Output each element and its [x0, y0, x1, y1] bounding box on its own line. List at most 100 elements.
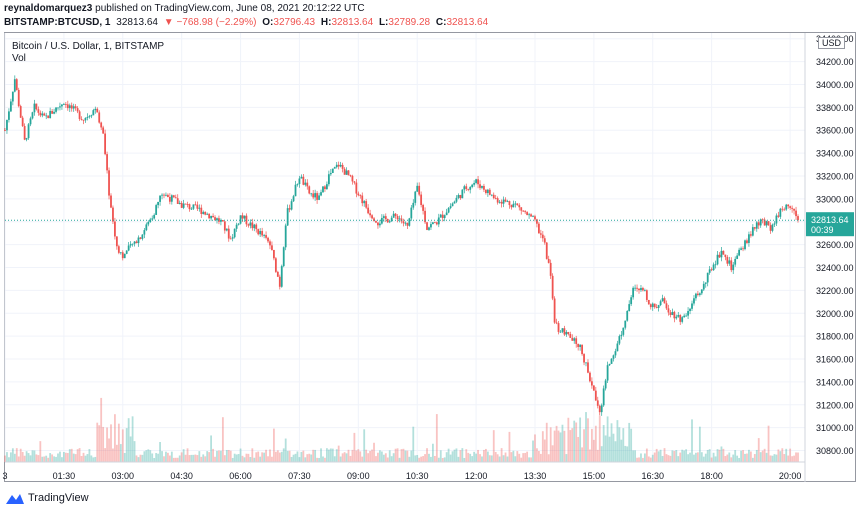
- volume-bars: [4, 397, 799, 462]
- candle-body: [700, 289, 703, 294]
- time-tick-label: 07:30: [288, 471, 311, 481]
- candle-body: [153, 214, 156, 219]
- volume-bar: [351, 449, 354, 462]
- volume-bar: [335, 449, 338, 462]
- candle-body: [35, 103, 38, 110]
- candle-body: [200, 207, 203, 214]
- publisher-name[interactable]: reynaldomarquez3: [4, 3, 93, 14]
- candle-body: [536, 219, 538, 224]
- candle-body: [253, 224, 256, 229]
- volume-bar: [783, 454, 786, 462]
- volume-bar: [659, 449, 662, 462]
- candle-body: [45, 115, 48, 117]
- volume-bar: [500, 448, 503, 462]
- volume-bar: [355, 450, 358, 462]
- candle-body: [551, 275, 554, 299]
- volume-bar: [333, 456, 336, 462]
- candle-body: [512, 203, 515, 208]
- volume-bar: [655, 448, 658, 462]
- symbol-label: BITSTAMP:BTCUSD, 1: [4, 17, 111, 28]
- open-value: 32796.43: [273, 17, 316, 28]
- candle-body: [288, 208, 291, 210]
- candle-body: [94, 108, 97, 111]
- candle-body: [443, 215, 446, 219]
- volume-bar: [622, 428, 625, 462]
- candle-body: [33, 103, 36, 113]
- candle-body: [653, 303, 656, 307]
- volume-bar: [320, 448, 322, 462]
- volume-bar: [691, 419, 693, 462]
- candle-body: [765, 221, 768, 226]
- candle-body: [90, 115, 93, 117]
- volume-bar: [430, 456, 432, 462]
- volume-bar: [410, 450, 413, 462]
- volume-bar: [626, 446, 629, 462]
- volume-legend[interactable]: Vol: [12, 53, 26, 64]
- volume-bar: [212, 448, 214, 462]
- volume-bar: [559, 432, 562, 462]
- candle-body: [31, 112, 34, 119]
- tradingview-footer[interactable]: TradingView: [6, 492, 89, 504]
- candle-body: [543, 238, 546, 243]
- candle-body: [96, 108, 99, 113]
- time-tick-label: 20:00: [779, 471, 802, 481]
- currency-button[interactable]: USD: [818, 37, 846, 49]
- candle-body: [604, 380, 607, 389]
- candle-body: [365, 201, 368, 208]
- price-axis[interactable]: 34400.0034200.0034000.0033800.0033600.00…: [804, 33, 854, 482]
- volume-bar: [797, 452, 799, 462]
- volume-bar: [233, 453, 236, 462]
- volume-bar: [787, 455, 790, 462]
- volume-bar: [579, 417, 582, 462]
- candle-body: [243, 215, 246, 219]
- volume-bar: [543, 439, 546, 462]
- candle-body: [341, 164, 344, 169]
- volume-bar: [702, 456, 705, 462]
- volume-bar: [267, 456, 269, 462]
- candle-body: [112, 207, 114, 222]
- volume-bar: [47, 457, 50, 462]
- candle-body: [471, 184, 474, 187]
- candle-body: [675, 316, 678, 319]
- time-tick-label: 04:30: [170, 471, 193, 481]
- candle-body: [628, 304, 631, 312]
- candle-body: [145, 224, 148, 231]
- series-legend[interactable]: Bitcoin / U.S. Dollar, 1, BITSTAMP: [12, 41, 165, 52]
- volume-bar: [781, 448, 784, 462]
- candle-body: [712, 264, 715, 271]
- candle-body: [188, 204, 191, 210]
- volume-bar: [412, 426, 415, 462]
- candle-body: [696, 293, 699, 295]
- volume-bar: [665, 454, 668, 462]
- volume-bar: [66, 453, 69, 462]
- volume-bar: [661, 455, 664, 462]
- volume-bar: [628, 422, 631, 462]
- volume-bar: [210, 435, 213, 462]
- volume-bar: [765, 452, 768, 462]
- candle-body: [528, 214, 530, 216]
- volume-bar: [616, 420, 619, 462]
- volume-bar: [345, 453, 348, 462]
- candle-body: [324, 186, 326, 190]
- candle-body: [398, 218, 401, 220]
- volume-bar: [343, 452, 346, 462]
- volume-bar: [496, 454, 499, 462]
- candle-body: [516, 203, 519, 206]
- volume-bar: [502, 455, 505, 462]
- candle-body: [488, 189, 491, 195]
- volume-bar: [402, 448, 405, 462]
- volume-bar: [259, 456, 262, 462]
- volume-bar: [630, 428, 633, 462]
- volume-bar: [779, 451, 782, 462]
- candle-body: [655, 306, 658, 308]
- volume-bar: [253, 457, 256, 462]
- candle-body: [133, 241, 136, 244]
- volume-bar: [98, 425, 101, 462]
- candle-body: [367, 207, 370, 214]
- volume-bar: [573, 420, 576, 462]
- time-axis[interactable]: 3 01:30 03:00 04:30 06:00 07:30 09:00 10:30 12:0…: [2, 461, 805, 481]
- volume-bar: [581, 447, 583, 462]
- candle-body: [598, 405, 601, 413]
